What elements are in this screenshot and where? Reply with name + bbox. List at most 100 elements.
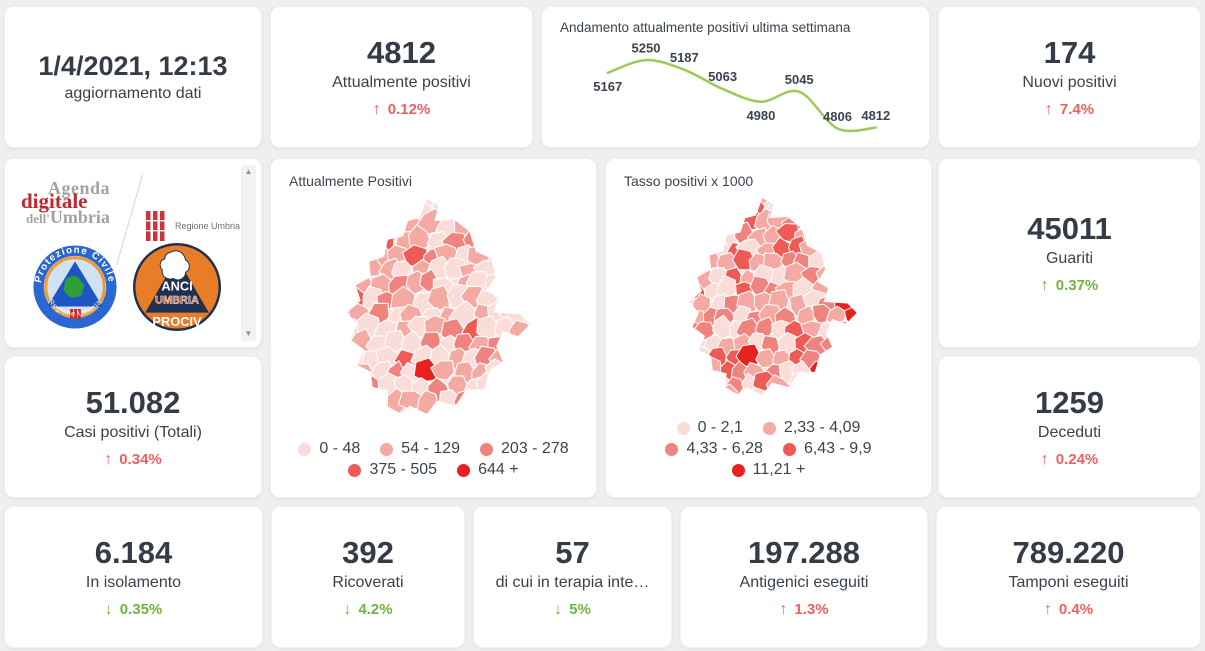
trend-up-icon: ↑ <box>1043 600 1052 618</box>
stat-value: 51.082 <box>85 385 181 421</box>
municipality-region[interactable] <box>752 189 775 205</box>
stat-delta: ↓ 5% <box>554 601 591 619</box>
stat-value: 45011 <box>1027 211 1112 247</box>
legend-item: 2,33 - 4,09 <box>762 419 861 437</box>
legend-item: 644 + <box>457 461 519 479</box>
update-date-label: aggiornamento dati <box>64 85 202 103</box>
stat-value: 1259 <box>1035 385 1104 421</box>
chart-value-label: 5167 <box>593 79 622 94</box>
stat-delta-value: 1.3% <box>794 601 829 619</box>
stat-label: Nuovi positivi <box>1022 73 1117 91</box>
regione-umbria-logo: Regione Umbria <box>145 211 240 241</box>
legend-item: 375 - 505 <box>348 461 437 479</box>
map-title: Attualmente Positivi <box>289 173 412 189</box>
map-attualmente-positivi-card: Attualmente Positivi 0 - 48 54 - 129 203 -… <box>270 158 597 498</box>
legend-color-dot-icon <box>762 421 776 435</box>
legend-label: 54 - 129 <box>401 440 461 457</box>
stat-label: Deceduti <box>1037 423 1102 441</box>
legend-color-dot-icon <box>665 442 679 456</box>
scrollbar[interactable]: ▲ ▼ <box>241 165 256 341</box>
legend-label: 6,43 - 9,9 <box>803 440 872 457</box>
municipality-region[interactable] <box>833 320 857 341</box>
umbria-text: UMBRIA <box>155 295 199 307</box>
municipality-region[interactable] <box>745 387 769 409</box>
stat-delta-value: 0.37% <box>1055 277 1099 295</box>
tamponi-card: 789.220 Tamponi eseguiti ↑ 0.4% <box>936 506 1201 648</box>
stat-label: Tamponi eseguiti <box>1008 573 1129 591</box>
legend-item: 4,33 - 6,28 <box>665 440 763 458</box>
map-title: Tasso positivi x 1000 <box>624 173 754 189</box>
municipality-cells[interactable] <box>338 189 531 416</box>
stat-delta: ↓ 4.2% <box>343 601 392 619</box>
in-isolamento-card: 6.184 In isolamento ↓ 0.35% <box>4 506 263 648</box>
chart-value-label: 5250 <box>632 40 661 55</box>
chart-value-label: 5045 <box>785 72 814 87</box>
legend-label: 4,33 - 6,28 <box>686 440 763 457</box>
trend-up-icon: ↑ <box>372 100 381 118</box>
legend-row: 0 - 48 54 - 129 203 - 278 <box>298 440 569 458</box>
stat-delta: ↑ 0.34% <box>104 451 162 469</box>
umbria-choropleth-map[interactable] <box>620 189 917 415</box>
legend-color-dot-icon <box>676 421 690 435</box>
legend-color-dot-icon <box>380 442 394 456</box>
umbria-choropleth-map[interactable] <box>285 189 582 436</box>
chart-value-label: 5063 <box>708 69 737 84</box>
stat-delta: ↑ 0.37% <box>1041 277 1099 295</box>
ricoverati-card: 392 Ricoverati ↓ 4.2% <box>271 506 465 648</box>
legend-row: 375 - 505 644 + <box>348 461 519 479</box>
municipality-region[interactable] <box>689 346 711 367</box>
legend-item: 11,21 + <box>731 461 805 479</box>
trend-down-icon: ↓ <box>554 600 563 618</box>
trend-up-icon: ↑ <box>1044 100 1053 118</box>
stat-delta: ↑ 0.24% <box>1041 451 1099 469</box>
legend-label: 644 + <box>478 461 519 478</box>
prociv-text: PROCIV <box>152 314 202 329</box>
stat-label: Guariti <box>1045 249 1094 267</box>
update-date: 1/4/2021, 12:13 <box>38 50 228 81</box>
circle-logos: Protezione Civile Regione Umbria ANCI UM… <box>31 243 221 331</box>
stat-delta-value: 0.35% <box>119 601 163 619</box>
municipality-region[interactable] <box>700 247 720 271</box>
stat-value: 197.288 <box>747 535 861 571</box>
stat-delta: ↑ 0.12% <box>373 101 431 119</box>
legend-row: 0 - 2,1 2,33 - 4,09 <box>676 419 861 437</box>
municipality-region[interactable] <box>419 189 443 207</box>
chart-value-label: 4980 <box>746 108 775 123</box>
anci-prociv-logo: ANCI UMBRIA PROCIV <box>133 243 221 331</box>
stat-label: Ricoverati <box>332 573 404 591</box>
legend-label: 203 - 278 <box>501 440 569 457</box>
stat-label: di cui in terapia inte… <box>495 573 650 591</box>
stat-delta-value: 0.12% <box>387 101 431 119</box>
guariti-card: 45011 Guariti ↑ 0.37% <box>938 158 1201 348</box>
terapia-intensiva-card: 57 di cui in terapia inte… ↓ 5% <box>473 506 672 648</box>
municipality-region[interactable] <box>353 363 375 387</box>
legend-item: 6,43 - 9,9 <box>782 440 872 458</box>
agenda-logo-line: dell'Umbria <box>26 207 110 227</box>
chart-value-label: 4812 <box>861 108 890 123</box>
municipality-region[interactable] <box>484 273 506 293</box>
municipality-region[interactable] <box>843 306 865 328</box>
chart-value-label: 5187 <box>670 50 699 65</box>
municipality-cells[interactable] <box>681 189 866 409</box>
trend-line-chart: 5167 5250 5187 5063 4980 5045 4806 4812 <box>593 40 890 133</box>
stat-delta: ↑ 7.4% <box>1045 101 1094 119</box>
stat-value: 57 <box>555 535 590 571</box>
municipality-region[interactable] <box>731 248 755 271</box>
protezione-civile-logo: Protezione Civile Regione Umbria <box>32 244 118 330</box>
scroll-up-icon[interactable]: ▲ <box>244 167 253 176</box>
stat-value: 6.184 <box>94 535 173 571</box>
trend-line <box>606 58 878 133</box>
trend-up-icon: ↑ <box>779 600 788 618</box>
agenda-logo-line: digitale <box>21 189 88 213</box>
update-date-card: 1/4/2021, 12:13 aggiornamento dati <box>4 6 262 148</box>
scroll-down-icon[interactable]: ▼ <box>244 329 253 338</box>
legend-color-dot-icon <box>731 463 745 477</box>
trend-up-icon: ↑ <box>104 450 113 468</box>
municipality-region[interactable] <box>430 360 455 381</box>
legend-label: 2,33 - 4,09 <box>783 419 861 436</box>
stat-delta: ↓ 0.35% <box>105 601 163 619</box>
stat-value: 4812 <box>367 35 436 71</box>
legend-label: 0 - 2,1 <box>697 419 743 436</box>
stat-delta-value: 0.4% <box>1058 601 1094 619</box>
legend-color-dot-icon <box>298 442 312 456</box>
